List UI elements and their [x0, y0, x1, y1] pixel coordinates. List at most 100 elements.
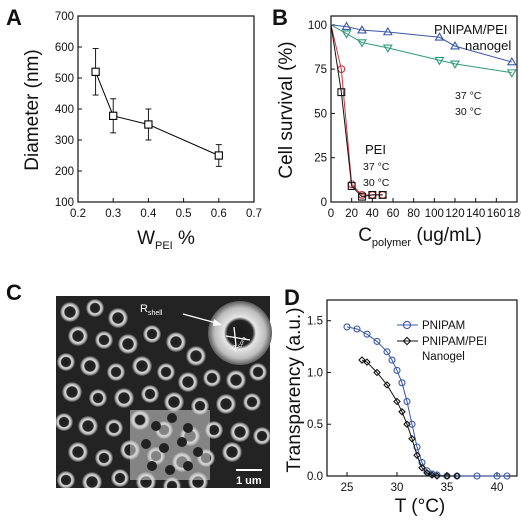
micrograph-particle — [203, 369, 221, 387]
panel-d-point — [403, 397, 411, 406]
panel-letter-d: D — [284, 285, 300, 310]
panel-b-ytick-label: 25 — [314, 153, 327, 165]
micrograph-label-rshell-main: R — [140, 303, 148, 315]
panel-d-point — [418, 463, 426, 472]
micrograph-aggregate-core — [183, 461, 193, 471]
panel-a-xtick-label: 0.7 — [246, 208, 262, 220]
panel-d-point — [398, 379, 406, 387]
panel-a-series — [91, 48, 223, 167]
panel-b-point — [368, 190, 377, 199]
panel-d-point — [423, 467, 431, 475]
panel-d-legend-marker — [402, 320, 412, 330]
panel-a-line — [95, 71, 220, 156]
micrograph-aggregate-core — [135, 415, 145, 425]
micrograph-rcore-bar — [225, 335, 251, 341]
panel-b-point — [506, 69, 517, 78]
panel-a-point — [214, 151, 223, 160]
micrograph-particle — [56, 413, 73, 431]
micrograph-aggregate-core — [147, 461, 157, 471]
panel-a-xtick-label: 0.5 — [176, 208, 192, 220]
panel-d-ytick-label: 0.0 — [307, 471, 323, 483]
micrograph-particle — [118, 334, 138, 354]
micrograph-particle — [108, 308, 128, 328]
micrograph-label-rcore: Rcore — [230, 333, 249, 354]
panel-d-point — [408, 420, 416, 428]
panel-d-point — [443, 472, 451, 480]
panel-letter-c: C — [6, 280, 22, 305]
panel-b-xtick-label: 20 — [345, 208, 358, 220]
panel-b-xlabel-sub: polymer — [372, 237, 411, 249]
panel-d-point — [503, 472, 511, 480]
micrograph-particle — [89, 389, 107, 407]
micrograph-particle — [141, 385, 159, 403]
micrograph-inset-particle — [208, 301, 272, 365]
panel-b-frame — [330, 15, 518, 203]
micrograph-particle — [62, 382, 82, 402]
micrograph-particle — [243, 393, 261, 411]
panel-a-xlabel-main: W — [137, 228, 155, 249]
panel-d-legend-marker — [402, 336, 412, 346]
micrograph-particle — [166, 332, 186, 352]
panel-a-ytick-label: 600 — [55, 42, 74, 54]
micrograph-scale-label: 1 um — [236, 475, 262, 487]
panel-d-legend-label: PNIPAM — [422, 320, 465, 332]
panel-b-point — [337, 88, 346, 97]
panel-a-point — [144, 120, 153, 129]
micrograph-particle — [132, 356, 152, 376]
panel-a-ytick-label: 400 — [55, 104, 74, 116]
panel-b-series-line — [330, 24, 383, 198]
panel-b-point — [382, 26, 393, 36]
panel-d-chart: 25 30 35 40 0.0 0.5 1.0 1.5 Transparency (a.u.)… — [284, 299, 518, 517]
micrograph-particle — [222, 442, 242, 462]
panel-d-point — [493, 472, 501, 480]
micrograph-aggregate-core — [183, 423, 193, 433]
panel-a-xtick-label: 0.4 — [140, 208, 157, 220]
panel-a-ytick-label: 100 — [55, 197, 74, 209]
panel-b-point — [357, 39, 367, 48]
micrograph-particle — [178, 372, 198, 392]
panel-d-ytick-label: 0.5 — [307, 419, 323, 431]
panel-b-xlabel-main: C — [358, 225, 372, 246]
panel-a-xtick-label: 0.3 — [105, 208, 121, 220]
panel-d-point — [433, 472, 441, 480]
panel-c-micrograph: Rshell Rcore 1 um — [56, 296, 272, 488]
micrograph-label-rcore-main: R — [230, 343, 241, 353]
micrograph-particle — [80, 356, 100, 376]
micrograph-particle — [95, 449, 113, 467]
micrograph-rshell-arrowhead — [213, 319, 222, 326]
panel-d-ytick-label: 1.5 — [307, 316, 323, 328]
panel-b-ytick-label: 0 — [321, 197, 327, 209]
panel-d-ticks: 25 30 35 40 0.0 0.5 1.0 1.5 — [307, 316, 503, 494]
micrograph-particle — [230, 422, 250, 442]
micrograph-particle — [82, 472, 102, 488]
panel-a-xlabel-sub: PEI — [155, 240, 173, 252]
panel-d-point — [423, 469, 431, 477]
panel-d-point — [453, 472, 461, 480]
panel-d-point — [353, 325, 361, 333]
panel-d-point — [383, 348, 391, 356]
micrograph-aggregate-core — [177, 437, 187, 447]
panel-b-chart: 0204060801001201401601800255075100 Cell … — [276, 15, 521, 249]
panel-b-xtick-label: 100 — [425, 208, 444, 220]
panel-d-point — [388, 356, 396, 364]
micrograph-aggregate-core — [165, 465, 175, 475]
panel-d-series-line — [361, 359, 457, 477]
panel-a-xlabel: WPEI % — [137, 228, 195, 252]
micrograph-particle — [107, 363, 125, 381]
panel-d-point — [428, 471, 436, 479]
panel-b-pei-label: PEI — [365, 142, 386, 157]
panel-a-chart: 0.2 0.3 0.4 0.5 0.6 0.7100200300400500600700 … — [22, 11, 262, 252]
panel-a-frame — [77, 15, 255, 203]
panel-b-point — [450, 41, 460, 50]
panel-b-xtick-label: 120 — [445, 208, 464, 220]
panel-b-point — [506, 56, 517, 66]
panel-b-ytick-label: 75 — [314, 64, 327, 76]
panel-b-point — [434, 32, 445, 41]
panel-b-ticks: 0204060801001201401601800255075100 — [308, 20, 521, 220]
panel-a-ytick-label: 300 — [55, 135, 74, 147]
panel-b-series — [330, 21, 517, 201]
panel-d-point — [383, 381, 391, 389]
panel-d-series — [343, 323, 511, 480]
panel-a-xtick-label: 0.6 — [211, 208, 227, 220]
panel-d-frame — [326, 299, 518, 477]
